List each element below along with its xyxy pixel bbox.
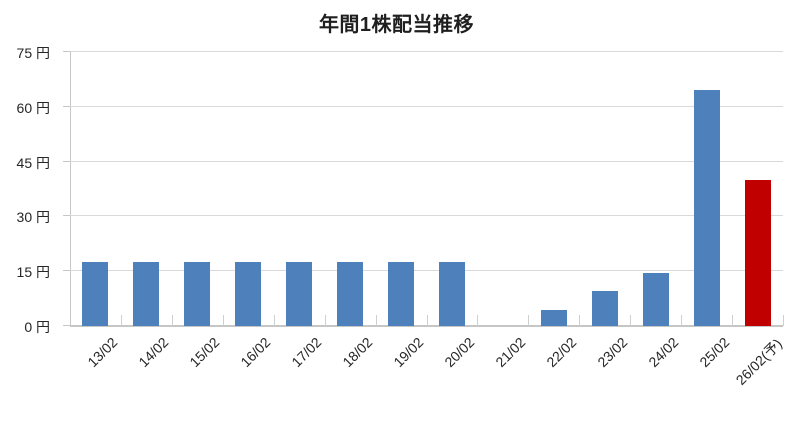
bar-17-02 — [286, 262, 312, 326]
y-axis-tick-15 — [63, 270, 70, 272]
y-axis-label-0: 0 円 — [24, 319, 50, 335]
bar-16-02 — [235, 262, 261, 326]
bar-20-02 — [439, 262, 465, 326]
y-axis-label-15: 15 円 — [16, 264, 50, 281]
y-axis-tick-75 — [63, 51, 70, 52]
x-axis-tick-12 — [681, 315, 682, 326]
bar-19-02 — [388, 262, 414, 326]
y-axis-tick-30 — [63, 215, 70, 217]
x-axis-tick-2 — [172, 315, 173, 326]
x-axis-label-19-02: 19/02 — [390, 334, 427, 371]
bar-26-02- — [745, 180, 771, 326]
bar-18-02 — [337, 262, 363, 326]
x-axis-label-21-02: 21/02 — [492, 334, 529, 371]
x-axis-label-18-02: 18/02 — [339, 334, 376, 371]
y-axis-label-45: 45 円 — [16, 154, 50, 171]
x-axis-line — [70, 325, 783, 327]
chart-title: 年間1株配当推移 — [318, 14, 475, 36]
x-axis-tick-3 — [223, 315, 224, 326]
bar-22-02 — [541, 310, 567, 326]
x-axis-label-24-02: 24/02 — [645, 334, 682, 371]
x-axis-tick-14 — [783, 315, 784, 326]
x-axis-label-14-02: 14/02 — [135, 334, 172, 371]
bar-14-02 — [133, 262, 159, 326]
x-axis-tick-6 — [376, 315, 377, 326]
x-axis-tick-9 — [528, 315, 529, 326]
bar-15-02 — [184, 262, 210, 326]
y-axis-label-30: 30 円 — [16, 209, 50, 226]
y-axis-line — [70, 52, 71, 326]
x-axis-label-25-02: 25/02 — [696, 334, 733, 371]
x-axis-tick-11 — [630, 315, 631, 326]
x-axis-tick-8 — [477, 315, 478, 326]
x-axis-tick-7 — [427, 315, 428, 326]
gridline-15 — [70, 270, 783, 272]
plot-area — [63, 51, 784, 327]
bar-24-02 — [643, 273, 669, 326]
y-axis-tick-45 — [63, 160, 70, 162]
x-axis-label-13-02: 13/02 — [84, 334, 121, 371]
gridline-75 — [70, 51, 783, 52]
x-axis-tick-5 — [325, 315, 326, 326]
y-axis-tick-0 — [63, 325, 70, 326]
x-axis-tick-10 — [579, 315, 580, 326]
y-axis-label-75: 75 円 — [16, 45, 50, 61]
x-axis-tick-4 — [274, 315, 275, 326]
gridline-30 — [70, 215, 783, 217]
x-axis-label-26-02-: 26/02(予) — [732, 335, 785, 388]
bar-23-02 — [592, 291, 618, 326]
y-axis-tick-60 — [63, 105, 70, 107]
x-axis-label-23-02: 23/02 — [594, 334, 631, 371]
y-axis-label-60: 60 円 — [16, 99, 50, 116]
x-axis-tick-13 — [732, 315, 733, 326]
bar-25-02 — [694, 90, 720, 326]
x-axis-label-20-02: 20/02 — [441, 334, 478, 371]
gridline-60 — [70, 105, 783, 107]
x-axis-label-16-02: 16/02 — [237, 334, 274, 371]
x-axis-label-17-02: 17/02 — [288, 334, 325, 371]
x-axis-label-22-02: 22/02 — [543, 334, 580, 371]
bar-13-02 — [82, 262, 108, 326]
x-axis-tick-1 — [121, 315, 122, 326]
gridline-45 — [70, 160, 783, 162]
x-axis-label-15-02: 15/02 — [186, 334, 223, 371]
